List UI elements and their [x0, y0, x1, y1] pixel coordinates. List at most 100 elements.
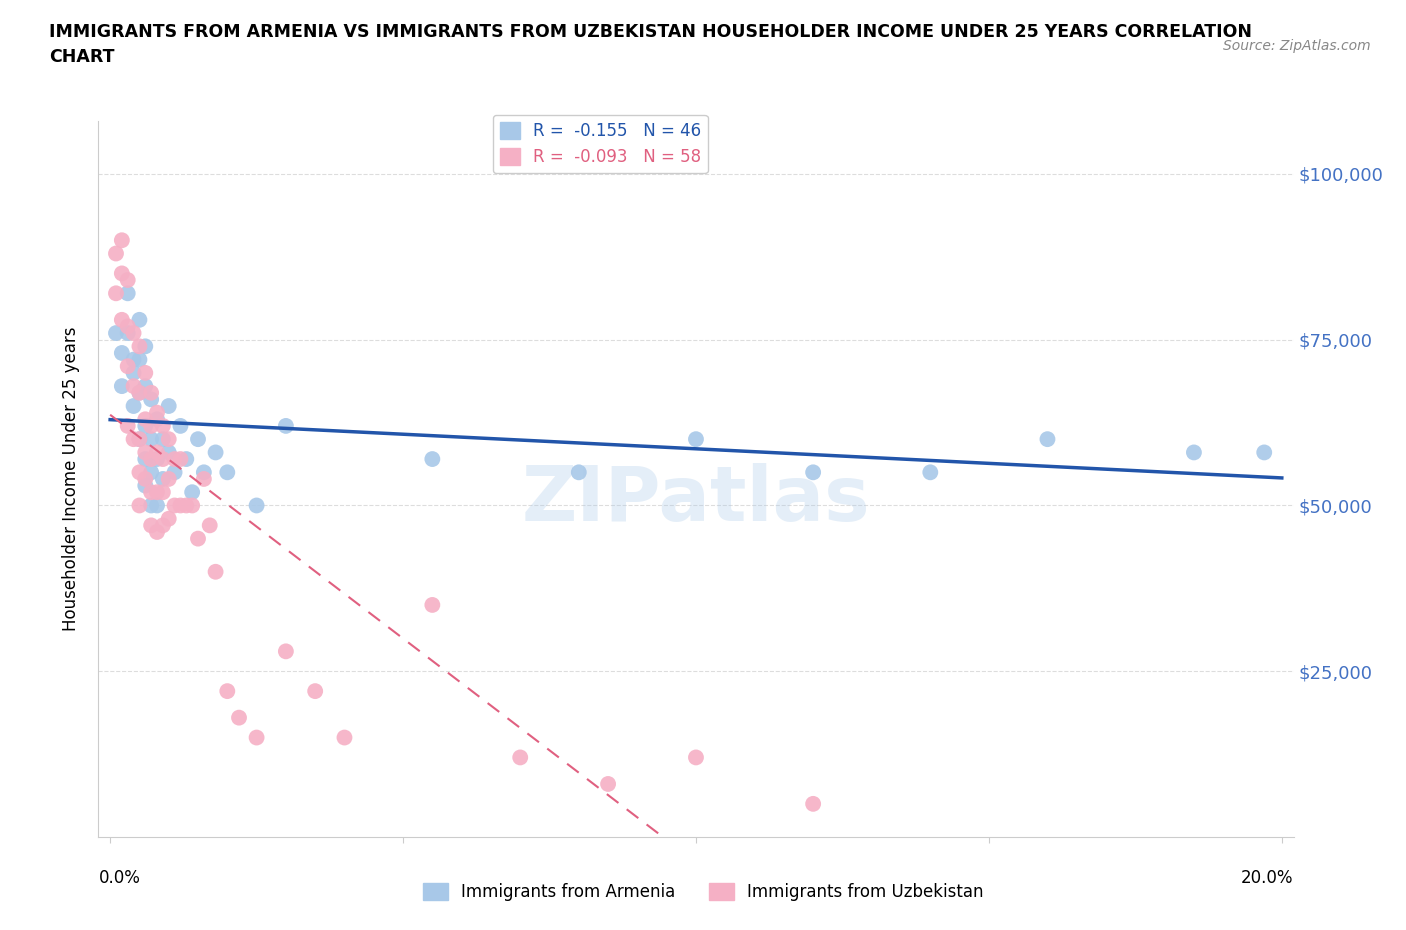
Point [204, 565, 226, 579]
Point [1253, 445, 1275, 459]
Point [122, 326, 145, 340]
Point [128, 339, 150, 353]
Point [157, 432, 180, 446]
Point [141, 392, 163, 406]
Point [157, 445, 180, 459]
Point [198, 518, 221, 533]
Point [204, 445, 226, 459]
Point [111, 312, 134, 327]
Point [141, 485, 163, 499]
Point [134, 365, 156, 380]
Point [134, 472, 156, 486]
Point [117, 418, 139, 433]
Point [187, 531, 209, 546]
Point [105, 326, 128, 340]
Point [193, 472, 215, 486]
Point [333, 730, 356, 745]
Point [117, 319, 139, 334]
Point [509, 750, 531, 764]
Point [146, 498, 169, 513]
Point [422, 452, 444, 467]
Point [801, 465, 824, 480]
Point [134, 452, 156, 467]
Point [128, 498, 150, 513]
Point [174, 452, 197, 467]
Point [304, 684, 326, 698]
Point [128, 312, 150, 327]
Point [146, 445, 169, 459]
Point [187, 432, 209, 446]
Point [174, 498, 197, 513]
Point [163, 465, 186, 480]
Point [152, 518, 174, 533]
Point [141, 498, 163, 513]
Point [193, 465, 215, 480]
Point [169, 418, 191, 433]
Point [157, 472, 180, 486]
Point [134, 412, 156, 427]
Point [122, 365, 145, 380]
Point [274, 418, 297, 433]
Point [157, 512, 180, 526]
Point [181, 485, 204, 499]
Point [111, 346, 134, 361]
Legend: Immigrants from Armenia, Immigrants from Uzbekistan: Immigrants from Armenia, Immigrants from… [416, 876, 990, 908]
Point [152, 418, 174, 433]
Point [146, 525, 169, 539]
Point [128, 352, 150, 367]
Point [152, 485, 174, 499]
Point [1036, 432, 1059, 446]
Point [111, 232, 134, 247]
Point [1182, 445, 1205, 459]
Point [274, 644, 297, 658]
Point [111, 266, 134, 281]
Point [134, 379, 156, 393]
Point [111, 379, 134, 393]
Point [141, 518, 163, 533]
Text: IMMIGRANTS FROM ARMENIA VS IMMIGRANTS FROM UZBEKISTAN HOUSEHOLDER INCOME UNDER 2: IMMIGRANTS FROM ARMENIA VS IMMIGRANTS FR… [49, 23, 1253, 41]
Point [146, 452, 169, 467]
Point [920, 465, 942, 480]
Point [134, 339, 156, 353]
Point [685, 750, 707, 764]
Point [146, 405, 169, 420]
Point [141, 418, 163, 433]
Point [246, 498, 269, 513]
Point [157, 399, 180, 414]
Point [141, 385, 163, 400]
Point [152, 472, 174, 486]
Text: 0.0%: 0.0% [98, 870, 141, 887]
Point [134, 418, 156, 433]
Point [105, 246, 128, 261]
Legend: R =  -0.155   N = 46, R =  -0.093   N = 58: R = -0.155 N = 46, R = -0.093 N = 58 [494, 115, 707, 173]
Point [128, 432, 150, 446]
Point [117, 272, 139, 287]
Point [422, 597, 444, 612]
Point [685, 432, 707, 446]
Point [228, 711, 250, 725]
Point [117, 286, 139, 300]
Point [163, 498, 186, 513]
Point [134, 445, 156, 459]
Point [128, 465, 150, 480]
Y-axis label: Householder Income Under 25 years: Householder Income Under 25 years [62, 326, 80, 631]
Point [169, 498, 191, 513]
Text: Source: ZipAtlas.com: Source: ZipAtlas.com [1223, 39, 1371, 53]
Point [146, 412, 169, 427]
Point [117, 326, 139, 340]
Point [217, 465, 239, 480]
Point [105, 286, 128, 300]
Point [128, 432, 150, 446]
Point [246, 730, 269, 745]
Text: ZIPatlas: ZIPatlas [522, 463, 870, 538]
Point [598, 777, 620, 791]
Point [801, 796, 824, 811]
Point [141, 452, 163, 467]
Point [146, 485, 169, 499]
Point [163, 452, 186, 467]
Point [122, 379, 145, 393]
Point [122, 432, 145, 446]
Point [141, 432, 163, 446]
Point [568, 465, 591, 480]
Point [122, 352, 145, 367]
